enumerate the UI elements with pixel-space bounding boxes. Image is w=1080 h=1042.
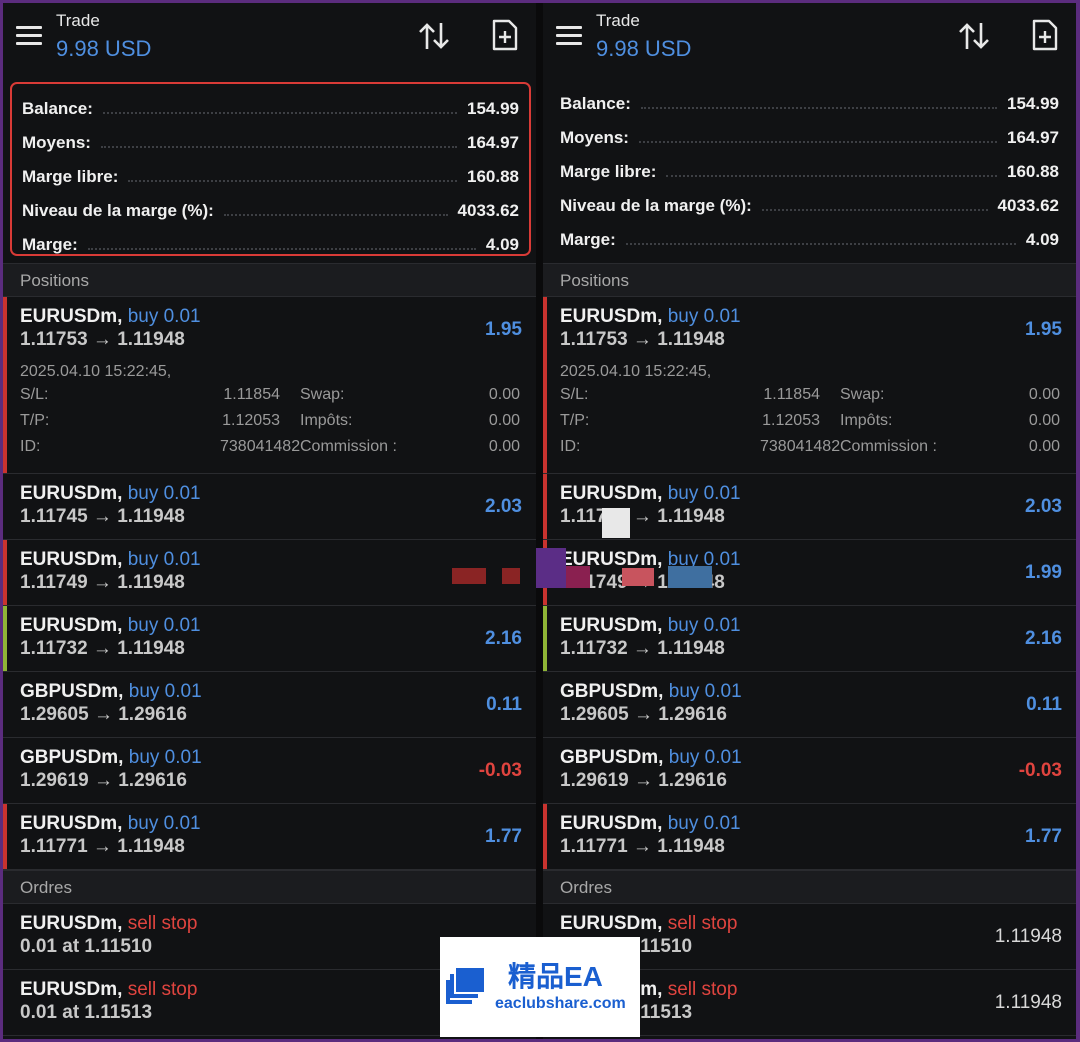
summary-value: 160.88 <box>467 167 519 186</box>
position-row[interactable]: EURUSDm, buy 0.01 1.11771 → 1.11948 1.77 <box>543 804 1076 870</box>
summary-row: Marge libre: 160.88 <box>560 162 1059 181</box>
new-order-icon[interactable] <box>491 18 519 52</box>
position-row[interactable]: GBPUSDm, buy 0.01 1.29605 → 1.29616 0.11 <box>3 672 536 738</box>
order-price: 1.11948 <box>994 992 1062 1013</box>
position-row[interactable]: EURUSDm, buy 0.01 1.11753 → 1.11948 1.95… <box>3 297 536 474</box>
left-panel: Trade 9.98 USD Balance: 154.99 Moyens: 164… <box>3 3 536 1039</box>
obscured-block <box>452 568 486 584</box>
position-row[interactable]: EURUSDm, buy 0.01 1.11745 → 1.11948 2.03 <box>543 474 1076 540</box>
position-row[interactable]: EURUSDm, buy 0.01 1.11771 → 1.11948 1.77 <box>3 804 536 870</box>
watermark-url: eaclubshare.com <box>495 995 626 1012</box>
obscured-block <box>566 566 590 588</box>
summary-value: 154.99 <box>467 99 519 118</box>
summary-row: Moyens: 164.97 <box>22 126 519 160</box>
summary-row: Marge: 4.09 <box>560 230 1059 249</box>
open-time: 2025.04.10 15:22:45, <box>20 363 172 380</box>
position-details: S/L: 1.11854 Swap: 0.00 T/P: 1.12053 Impôts: 0… <box>560 386 1060 455</box>
summary-label: Niveau de la marge (%): <box>22 201 214 220</box>
summary-value: 4.09 <box>485 235 519 254</box>
position-details: S/L: 1.11854 Swap: 0.00 T/P: 1.12053 Impôts: 0… <box>20 386 520 455</box>
page-title: Trade <box>56 11 100 30</box>
layers-logo-icon <box>446 968 484 1004</box>
summary-label: Moyens: <box>22 133 91 152</box>
page-title: Trade <box>596 11 640 30</box>
obscured-block <box>536 548 566 588</box>
symbol: EURUSDm, <box>20 306 123 327</box>
account-summary: Balance: 154.99 Moyens: 164.97 Marge libre… <box>10 82 531 256</box>
panel-divider <box>536 3 543 1039</box>
watermark-logo: 精品EA eaclubshare.com <box>440 937 640 1037</box>
position-row[interactable]: EURUSDm, buy 0.01 1.11732 → 1.11948 2.16 <box>3 606 536 672</box>
orders-header: Ordres <box>3 870 536 904</box>
summary-row: Niveau de la marge (%): 4033.62 <box>560 196 1059 215</box>
summary-label: Marge: <box>22 235 78 254</box>
order-price: 1.11948 <box>994 926 1062 947</box>
summary-row: Marge libre: 160.88 <box>22 160 519 194</box>
hamburger-menu-icon[interactable] <box>16 26 42 46</box>
position-row[interactable]: EURUSDm, buy 0.01 1.11745 → 1.11948 2.03 <box>3 474 536 540</box>
positions-header: Positions <box>3 263 536 297</box>
direction: buy 0.01 <box>127 306 201 327</box>
positions-header: Positions <box>543 263 1076 297</box>
position-row[interactable]: EURUSDm, buy 0.01 1.11749 → 1.11948 <box>3 540 536 606</box>
position-row[interactable]: GBPUSDm, buy 0.01 1.29619 → 1.29616 -0.0… <box>3 738 536 804</box>
top-bar: Trade 9.98 USD <box>543 3 1076 73</box>
obscured-block <box>622 568 654 586</box>
watermark-title: 精品EA <box>508 961 603 992</box>
sort-icon[interactable] <box>417 19 451 53</box>
summary-value: 164.97 <box>467 133 519 152</box>
position-row[interactable]: EURUSDm, buy 0.01 1.11732 → 1.11948 2.16 <box>543 606 1076 672</box>
position-row[interactable]: EURUSDm, buy 0.01 1.11753 → 1.11948 1.95… <box>543 297 1076 474</box>
summary-row: Balance: 154.99 <box>560 94 1059 113</box>
prices: 1.11753 → 1.11948 <box>20 329 185 350</box>
new-order-icon[interactable] <box>1031 18 1059 52</box>
profit: 2.03 <box>485 496 522 517</box>
hamburger-menu-icon[interactable] <box>556 26 582 46</box>
summary-row: Marge: 4.09 <box>22 228 519 262</box>
summary-label: Marge libre: <box>22 167 119 186</box>
top-bar: Trade 9.98 USD <box>3 3 536 73</box>
position-row[interactable]: GBPUSDm, buy 0.01 1.29605 → 1.29616 0.11 <box>543 672 1076 738</box>
summary-row: Niveau de la marge (%): 4033.62 <box>22 194 519 228</box>
account-summary: Balance: 154.99 Moyens: 164.97 Marge libre… <box>543 73 1076 263</box>
right-panel: Trade 9.98 USD Balance: 154.99 Moyens: 164… <box>543 3 1076 1039</box>
summary-row: Balance: 154.99 <box>22 92 519 126</box>
summary-row: Moyens: 164.97 <box>560 128 1059 147</box>
order-row[interactable]: EURUSDm, sell stop 0.01 at 1.11513 <box>3 970 536 1036</box>
summary-value: 4033.62 <box>457 201 519 220</box>
orders-header: Ordres <box>543 870 1076 904</box>
sort-icon[interactable] <box>957 19 991 53</box>
summary-label: Balance: <box>22 99 93 118</box>
account-balance: 9.98 USD <box>596 36 692 61</box>
profit: 1.95 <box>485 319 522 340</box>
position-row[interactable]: GBPUSDm, buy 0.01 1.29619 → 1.29616 -0.0… <box>543 738 1076 804</box>
obscured-block <box>502 568 520 584</box>
obscured-block <box>668 566 712 588</box>
obscured-block <box>602 508 630 538</box>
order-row[interactable]: EURUSDm, sell stop 0.01 at 1.11510 <box>3 904 536 970</box>
account-balance: 9.98 USD <box>56 36 152 61</box>
